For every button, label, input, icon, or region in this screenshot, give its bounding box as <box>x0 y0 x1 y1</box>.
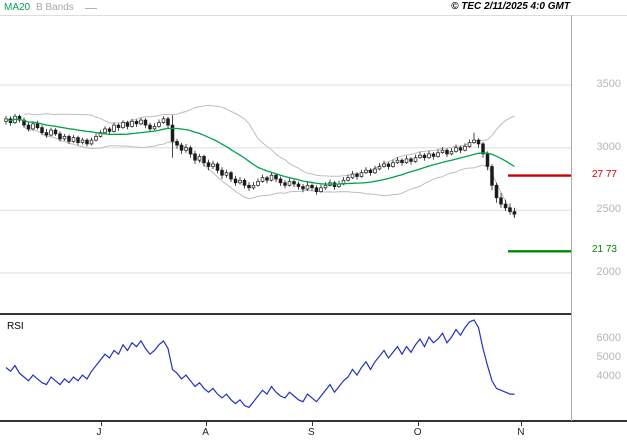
rsi-label: RSI <box>7 321 24 332</box>
price-tick-label: 2000 <box>596 266 621 278</box>
month-tick <box>312 422 313 426</box>
month-label: N <box>517 427 525 438</box>
level-label: 21 73 <box>591 244 617 256</box>
month-label: O <box>413 427 422 438</box>
month-tick <box>206 422 208 426</box>
copyright-text: © TEC 2/11/2025 4:0 GMT <box>451 1 570 12</box>
panel-divider <box>0 313 572 315</box>
level-label: 27 77 <box>591 168 617 180</box>
bbands-sample-line-icon <box>85 8 97 9</box>
month-label: J <box>96 427 102 438</box>
month-label: S <box>308 427 315 438</box>
month-tick <box>100 422 102 426</box>
header-divider <box>0 15 627 16</box>
bbands-legend: B Bands <box>36 2 74 13</box>
rsi-tick-label: 5000 <box>596 351 621 363</box>
ma20-legend: MA20 <box>4 2 31 13</box>
rsi-chart-canvas <box>5 319 515 409</box>
month-tick <box>521 422 523 426</box>
time-axis-line <box>0 420 627 422</box>
month-tick <box>417 422 419 426</box>
rsi-tick-label: 6000 <box>596 332 621 344</box>
month-label: A <box>202 427 209 438</box>
axis-separator <box>571 15 572 421</box>
price-chart-canvas <box>0 84 571 274</box>
price-tick-label: 3500 <box>596 78 621 90</box>
price-tick-label: 3000 <box>596 140 621 153</box>
rsi-tick-label: 4000 <box>596 370 621 382</box>
price-tick-label: 2500 <box>596 203 621 216</box>
